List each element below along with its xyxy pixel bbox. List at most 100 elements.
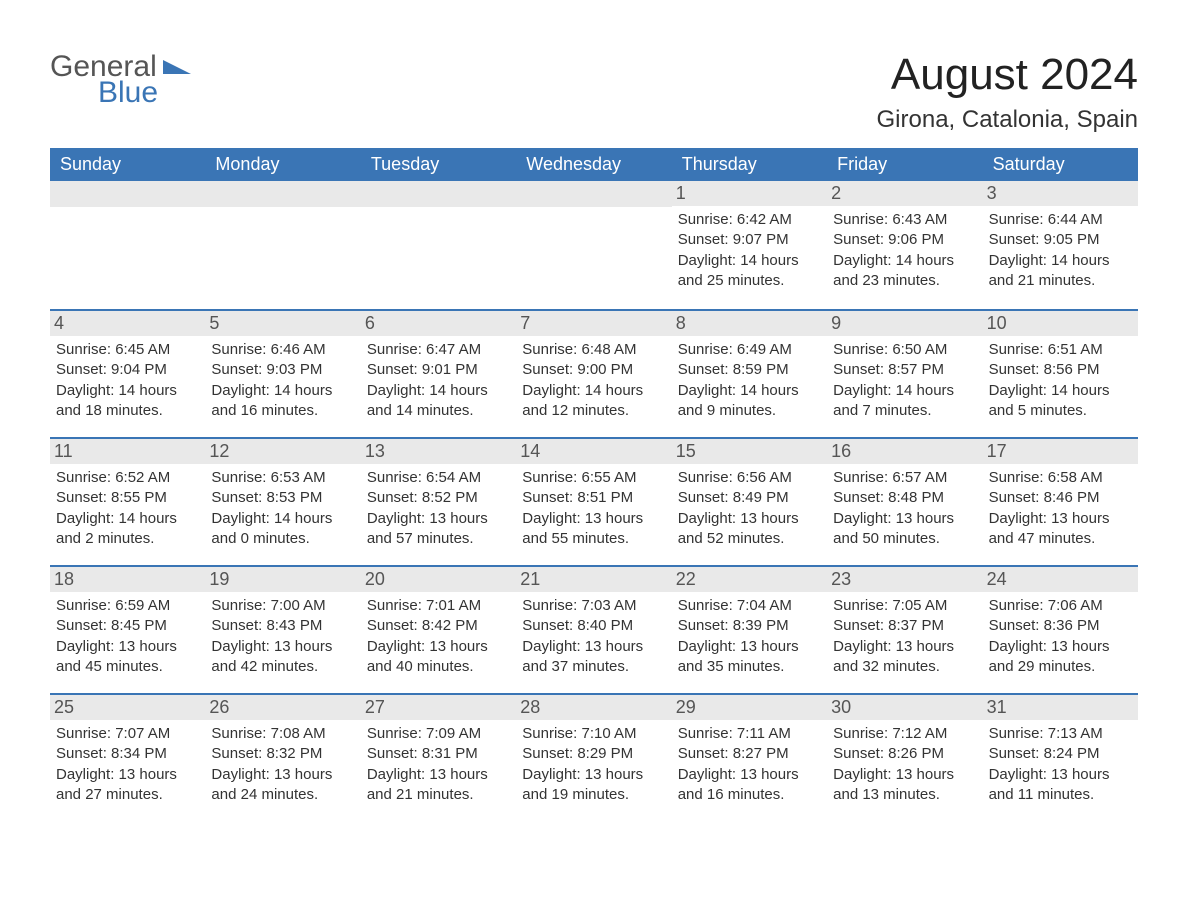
day-number: 19	[205, 567, 360, 592]
day-number: 5	[205, 311, 360, 336]
day-number	[516, 181, 671, 207]
day-cell: 11Sunrise: 6:52 AMSunset: 8:55 PMDayligh…	[50, 439, 205, 565]
daylight-line: Daylight: 13 hours	[989, 509, 1132, 529]
day-cell: 7Sunrise: 6:48 AMSunset: 9:00 PMDaylight…	[516, 311, 671, 437]
sunrise-line: Sunrise: 6:42 AM	[678, 210, 821, 230]
sunset-line: Sunset: 8:34 PM	[56, 744, 199, 764]
day-number: 14	[516, 439, 671, 464]
daylight-line: and 9 minutes.	[678, 401, 821, 421]
sunset-line: Sunset: 9:06 PM	[833, 230, 976, 250]
daylight-line: Daylight: 13 hours	[989, 765, 1132, 785]
day-number	[205, 181, 360, 207]
day-cell: 13Sunrise: 6:54 AMSunset: 8:52 PMDayligh…	[361, 439, 516, 565]
daylight-line: and 47 minutes.	[989, 529, 1132, 549]
sunset-line: Sunset: 8:59 PM	[678, 360, 821, 380]
weekday-header: Wednesday	[516, 148, 671, 181]
weekday-header: Tuesday	[361, 148, 516, 181]
daylight-line: Daylight: 13 hours	[211, 637, 354, 657]
daylight-line: Daylight: 14 hours	[367, 381, 510, 401]
sunrise-line: Sunrise: 7:04 AM	[678, 596, 821, 616]
sunset-line: Sunset: 9:05 PM	[989, 230, 1132, 250]
title-block: August 2024 Girona, Catalonia, Spain	[877, 50, 1139, 134]
sunrise-line: Sunrise: 7:01 AM	[367, 596, 510, 616]
day-number: 7	[516, 311, 671, 336]
day-cell: 26Sunrise: 7:08 AMSunset: 8:32 PMDayligh…	[205, 695, 360, 821]
day-number: 2	[827, 181, 982, 206]
day-cell: 25Sunrise: 7:07 AMSunset: 8:34 PMDayligh…	[50, 695, 205, 821]
daylight-line: Daylight: 13 hours	[522, 509, 665, 529]
sunset-line: Sunset: 8:52 PM	[367, 488, 510, 508]
sunrise-line: Sunrise: 6:58 AM	[989, 468, 1132, 488]
day-cell: 31Sunrise: 7:13 AMSunset: 8:24 PMDayligh…	[983, 695, 1138, 821]
daylight-line: and 21 minutes.	[367, 785, 510, 805]
sunset-line: Sunset: 8:27 PM	[678, 744, 821, 764]
day-cell: 28Sunrise: 7:10 AMSunset: 8:29 PMDayligh…	[516, 695, 671, 821]
sunset-line: Sunset: 8:55 PM	[56, 488, 199, 508]
sunset-line: Sunset: 8:57 PM	[833, 360, 976, 380]
day-number: 26	[205, 695, 360, 720]
weekday-header-row: Sunday Monday Tuesday Wednesday Thursday…	[50, 148, 1138, 181]
day-cell	[205, 181, 360, 309]
sunset-line: Sunset: 9:03 PM	[211, 360, 354, 380]
day-cell: 5 Sunrise: 6:46 AMSunset: 9:03 PMDaylight…	[205, 311, 360, 437]
sunrise-line: Sunrise: 7:13 AM	[989, 724, 1132, 744]
daylight-line: and 29 minutes.	[989, 657, 1132, 677]
daylight-line: and 19 minutes.	[522, 785, 665, 805]
sunset-line: Sunset: 8:39 PM	[678, 616, 821, 636]
sunrise-line: Sunrise: 6:53 AM	[211, 468, 354, 488]
daylight-line: and 27 minutes.	[56, 785, 199, 805]
day-number	[50, 181, 205, 207]
sunset-line: Sunset: 8:40 PM	[522, 616, 665, 636]
header: General Blue August 2024 Girona, Catalon…	[50, 50, 1138, 134]
logo-blue-text: Blue	[98, 78, 191, 108]
day-cell: 10Sunrise: 6:51 AMSunset: 8:56 PMDayligh…	[983, 311, 1138, 437]
day-number: 9	[827, 311, 982, 336]
week-row: 11Sunrise: 6:52 AMSunset: 8:55 PMDayligh…	[50, 437, 1138, 565]
daylight-line: Daylight: 14 hours	[211, 381, 354, 401]
sunset-line: Sunset: 8:32 PM	[211, 744, 354, 764]
day-cell	[361, 181, 516, 309]
day-cell: 6Sunrise: 6:47 AMSunset: 9:01 PMDaylight…	[361, 311, 516, 437]
sunset-line: Sunset: 9:01 PM	[367, 360, 510, 380]
day-number: 28	[516, 695, 671, 720]
weekday-header: Thursday	[672, 148, 827, 181]
daylight-line: and 55 minutes.	[522, 529, 665, 549]
daylight-line: Daylight: 14 hours	[211, 509, 354, 529]
day-number: 11	[50, 439, 205, 464]
daylight-line: Daylight: 13 hours	[367, 509, 510, 529]
daylight-line: and 50 minutes.	[833, 529, 976, 549]
sunset-line: Sunset: 8:45 PM	[56, 616, 199, 636]
daylight-line: and 14 minutes.	[367, 401, 510, 421]
daylight-line: Daylight: 13 hours	[833, 637, 976, 657]
daylight-line: and 16 minutes.	[211, 401, 354, 421]
day-cell: 12 Sunrise: 6:53 AMSunset: 8:53 PMDayligh…	[205, 439, 360, 565]
day-number: 3	[983, 181, 1138, 206]
week-row: 4Sunrise: 6:45 AMSunset: 9:04 PMDaylight…	[50, 309, 1138, 437]
sunrise-line: Sunrise: 6:49 AM	[678, 340, 821, 360]
day-number: 27	[361, 695, 516, 720]
day-number: 17	[983, 439, 1138, 464]
sunrise-line: Sunrise: 7:10 AM	[522, 724, 665, 744]
day-number: 12	[205, 439, 360, 464]
day-cell: 29Sunrise: 7:11 AMSunset: 8:27 PMDayligh…	[672, 695, 827, 821]
daylight-line: and 23 minutes.	[833, 271, 976, 291]
daylight-line: Daylight: 14 hours	[56, 381, 199, 401]
sunrise-line: Sunrise: 7:11 AM	[678, 724, 821, 744]
sunset-line: Sunset: 8:31 PM	[367, 744, 510, 764]
sunrise-line: Sunrise: 6:46 AM	[211, 340, 354, 360]
daylight-line: Daylight: 13 hours	[678, 637, 821, 657]
sunrise-line: Sunrise: 7:03 AM	[522, 596, 665, 616]
sunrise-line: Sunrise: 7:06 AM	[989, 596, 1132, 616]
daylight-line: Daylight: 13 hours	[833, 509, 976, 529]
month-title: August 2024	[877, 50, 1139, 100]
day-cell: 24Sunrise: 7:06 AMSunset: 8:36 PMDayligh…	[983, 567, 1138, 693]
daylight-line: Daylight: 13 hours	[678, 765, 821, 785]
daylight-line: and 12 minutes.	[522, 401, 665, 421]
sunset-line: Sunset: 9:07 PM	[678, 230, 821, 250]
day-cell: 16Sunrise: 6:57 AMSunset: 8:48 PMDayligh…	[827, 439, 982, 565]
calendar: Sunday Monday Tuesday Wednesday Thursday…	[50, 148, 1138, 821]
sunrise-line: Sunrise: 7:05 AM	[833, 596, 976, 616]
sunset-line: Sunset: 8:53 PM	[211, 488, 354, 508]
daylight-line: and 45 minutes.	[56, 657, 199, 677]
daylight-line: Daylight: 14 hours	[989, 381, 1132, 401]
